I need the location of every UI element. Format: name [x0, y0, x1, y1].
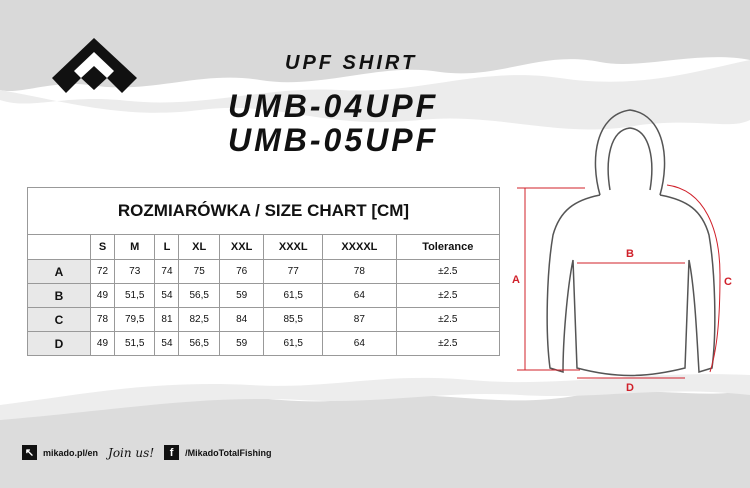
- table-cell: 87: [322, 307, 397, 332]
- col-header: XL: [178, 234, 220, 260]
- table-cell: 59: [218, 283, 265, 308]
- table-cell: 79,5: [113, 307, 156, 332]
- product-type: UPF SHIRT: [285, 52, 418, 74]
- model-number-2: UMB-05UPF: [228, 122, 439, 158]
- col-header: M: [113, 234, 156, 260]
- table-cell: 49: [90, 283, 115, 308]
- table-cell: ±2.5: [395, 307, 501, 332]
- table-cell: 82,5: [178, 307, 220, 332]
- table-cell: 75: [178, 259, 220, 284]
- table-cell: 78: [322, 259, 397, 284]
- dim-label-a: A: [512, 274, 520, 286]
- table-cell: ±2.5: [395, 331, 501, 356]
- table-cell: ±2.5: [395, 283, 501, 308]
- hood-opening: [607, 127, 653, 191]
- table-cell: 49: [90, 331, 115, 356]
- col-header: Tolerance: [395, 234, 501, 260]
- row-label: D: [27, 331, 91, 356]
- dim-label-c: C: [724, 276, 732, 288]
- col-header: XXL: [218, 234, 265, 260]
- corner-cell: [27, 234, 91, 260]
- cursor-icon: ↖: [22, 445, 37, 460]
- table-cell: 61,5: [263, 331, 324, 356]
- table-cell: 84: [218, 307, 265, 332]
- table-row: A 72 73 74 75 76 77 78 ±2.5: [27, 259, 501, 284]
- dim-label-b: B: [626, 248, 634, 260]
- table-cell: ±2.5: [395, 259, 501, 284]
- table-cell: 73: [113, 259, 156, 284]
- table-cell: 54: [154, 283, 180, 308]
- body-outline: [546, 194, 716, 377]
- mikado-logo: [52, 38, 137, 93]
- table-row: B 49 51,5 54 56,5 59 61,5 64 ±2.5: [27, 283, 501, 308]
- size-chart-table: ROZMIARÓWKA / SIZE CHART [CM] S M L XL X…: [27, 187, 501, 356]
- table-cell: 56,5: [178, 283, 220, 308]
- model-number-1: UMB-04UPF: [228, 88, 439, 124]
- table-cell: 56,5: [178, 331, 220, 356]
- join-us-text: Join us!: [108, 445, 155, 460]
- table-cell: 72: [90, 259, 115, 284]
- col-header: XXXL: [263, 234, 324, 260]
- table-row: C 78 79,5 81 82,5 84 85,5 87 ±2.5: [27, 307, 501, 332]
- col-header: L: [154, 234, 180, 260]
- footer: ↖ mikado.pl/en Join us! f /MikadoTotalFi…: [22, 445, 271, 460]
- table-cell: 54: [154, 331, 180, 356]
- table-cell: 81: [154, 307, 180, 332]
- header-row: S M L XL XXL XXXL XXXXL Tolerance: [27, 234, 501, 260]
- table-title: ROZMIARÓWKA / SIZE CHART [CM]: [27, 187, 500, 235]
- table-cell: 64: [322, 331, 397, 356]
- table-cell: 77: [263, 259, 324, 284]
- row-label: C: [27, 307, 91, 332]
- dim-label-d: D: [626, 382, 634, 394]
- hoodie-diagram: [517, 109, 721, 379]
- table-cell: 78: [90, 307, 115, 332]
- row-label: A: [27, 259, 91, 284]
- table-cell: 51,5: [113, 283, 156, 308]
- table-row: D 49 51,5 54 56,5 59 61,5 64 ±2.5: [27, 331, 501, 356]
- table-cell: 59: [218, 331, 265, 356]
- hood-outline: [594, 109, 666, 196]
- table-cell: 64: [322, 283, 397, 308]
- table-cell: 51,5: [113, 331, 156, 356]
- table-cell: 85,5: [263, 307, 324, 332]
- col-header: S: [90, 234, 115, 260]
- table-cell: 74: [154, 259, 180, 284]
- col-header: XXXXL: [322, 234, 397, 260]
- table-cell: 76: [218, 259, 265, 284]
- row-label: B: [27, 283, 91, 308]
- website-link[interactable]: mikado.pl/en: [43, 447, 99, 458]
- facebook-icon: f: [164, 445, 180, 460]
- facebook-link[interactable]: /MikadoTotalFishing: [185, 447, 272, 458]
- table-cell: 61,5: [263, 283, 324, 308]
